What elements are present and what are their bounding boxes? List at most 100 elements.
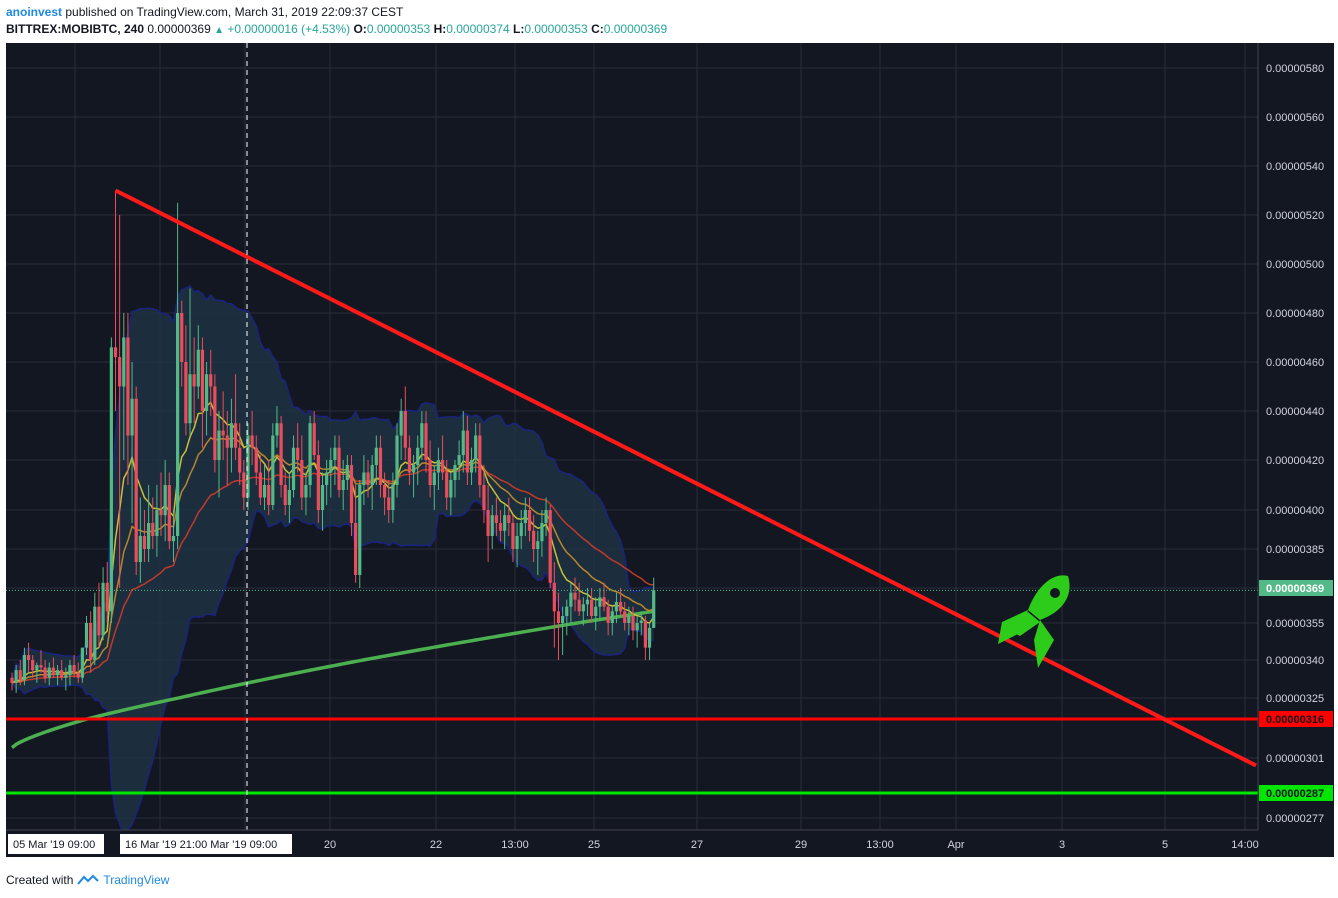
candle-body xyxy=(155,510,159,536)
author-link[interactable]: anoinvest xyxy=(6,5,63,19)
time-axis[interactable]: 05 Mar '19 09:00 16 Mar '19 21:00 Mar '19… xyxy=(6,829,1259,857)
close-value: 0.00000369 xyxy=(603,22,668,36)
candle-body xyxy=(254,447,258,473)
price-axis-bg xyxy=(1258,43,1334,830)
price-tick: 0.00000355 xyxy=(1266,618,1324,630)
price-tick: 0.00000301 xyxy=(1266,753,1324,765)
time-tick: 3 xyxy=(1059,839,1065,851)
candle-body xyxy=(515,536,519,549)
price-badge-label: 0.00000316 xyxy=(1266,714,1324,726)
candle-body xyxy=(72,665,76,673)
candle-body xyxy=(511,523,515,549)
candle-body xyxy=(387,497,391,510)
candle-body xyxy=(395,435,399,485)
candle-body xyxy=(296,447,300,460)
price-badge xyxy=(1259,580,1333,596)
candle-body xyxy=(627,616,631,623)
candle-body xyxy=(569,592,573,607)
candle-body xyxy=(436,460,441,473)
candle-body xyxy=(341,480,345,490)
candle-body xyxy=(639,620,643,623)
candle-body xyxy=(647,627,652,648)
candle-body xyxy=(602,597,606,607)
low-label: L: xyxy=(512,22,525,36)
last-price: 0.00000369 xyxy=(147,22,211,36)
candle-body xyxy=(461,430,465,456)
candle-body xyxy=(345,465,349,480)
candle-body xyxy=(383,485,387,498)
candle-body xyxy=(618,602,623,612)
candle-body xyxy=(171,536,176,542)
candle-body xyxy=(440,460,445,473)
candle-body xyxy=(565,606,569,616)
open-label: O: xyxy=(353,22,367,36)
close-label: C: xyxy=(591,22,604,36)
candle-body xyxy=(333,447,337,460)
time-tick: 13:00 xyxy=(501,839,529,851)
candle-body xyxy=(192,374,196,387)
candle-body xyxy=(14,670,18,683)
tradingview-link[interactable]: TradingView xyxy=(103,873,170,887)
candle-body xyxy=(320,485,325,510)
candle-body xyxy=(101,582,105,636)
candle-body xyxy=(35,665,39,671)
price-tick: 0.00000420 xyxy=(1266,455,1324,467)
high-value: 0.00000374 xyxy=(446,22,510,36)
candle-body xyxy=(399,411,403,436)
time-tick: 27 xyxy=(691,839,703,851)
time-tick: Apr xyxy=(947,839,964,851)
price-tick: 0.00000560 xyxy=(1266,112,1324,124)
candle-body xyxy=(233,423,238,448)
price-tick: 0.00000277 xyxy=(1266,813,1324,825)
price-tick: 0.00000580 xyxy=(1266,63,1324,75)
candle-body xyxy=(585,599,590,605)
candle-body xyxy=(643,620,648,648)
time-bubble-label: 16 Mar '19 21:00 Mar '19 09:00 xyxy=(125,839,277,851)
candle-body xyxy=(213,386,217,460)
bollinger-fill xyxy=(12,285,654,836)
candle-body xyxy=(337,447,341,490)
tradingview-logo-icon xyxy=(77,874,100,885)
price-badge-label: 0.00000369 xyxy=(1266,583,1324,595)
candle-body xyxy=(573,592,577,600)
candle-body xyxy=(312,423,316,456)
time-tick: 20 xyxy=(324,839,336,851)
candle-body xyxy=(469,460,474,473)
candle-body xyxy=(18,670,22,681)
candle-body xyxy=(503,515,507,531)
candle-body xyxy=(238,447,242,473)
candle-body xyxy=(482,485,486,510)
candle-body xyxy=(490,515,494,536)
candle-body xyxy=(258,472,262,498)
candle-body xyxy=(614,602,619,612)
candle-body xyxy=(354,523,358,575)
candle-body xyxy=(552,582,556,612)
candle-body xyxy=(445,472,449,498)
candle-body xyxy=(544,510,548,523)
candle-body xyxy=(84,623,89,648)
price-badge xyxy=(1259,785,1333,801)
candle-body xyxy=(47,667,51,678)
open-value: 0.00000353 xyxy=(366,22,431,36)
price-axis[interactable]: 0.00000580 0.00000560 0.00000540 0.00000520… xyxy=(1257,43,1334,830)
candle-body xyxy=(457,455,461,465)
candle-body xyxy=(532,530,536,549)
candle-body xyxy=(465,430,469,473)
ema-long-line xyxy=(11,466,654,684)
candle-body xyxy=(432,472,436,485)
candle-body xyxy=(623,611,627,623)
candle-body xyxy=(606,606,610,623)
price-badge-label: 0.00000287 xyxy=(1266,788,1324,800)
candle-body xyxy=(89,623,93,660)
high-label: H: xyxy=(433,22,447,36)
candle-body xyxy=(308,423,312,485)
candle-body xyxy=(325,472,329,485)
candle-body xyxy=(250,435,254,448)
candle-body xyxy=(453,465,457,480)
bollinger-upper xyxy=(11,284,654,683)
candles xyxy=(10,190,656,693)
candle-body xyxy=(428,460,432,485)
price-chart[interactable]: 0.00000580 0.00000560 0.00000540 0.00000520… xyxy=(0,40,1338,860)
price-tick: 0.00000400 xyxy=(1266,505,1324,517)
candle-body xyxy=(167,485,171,542)
